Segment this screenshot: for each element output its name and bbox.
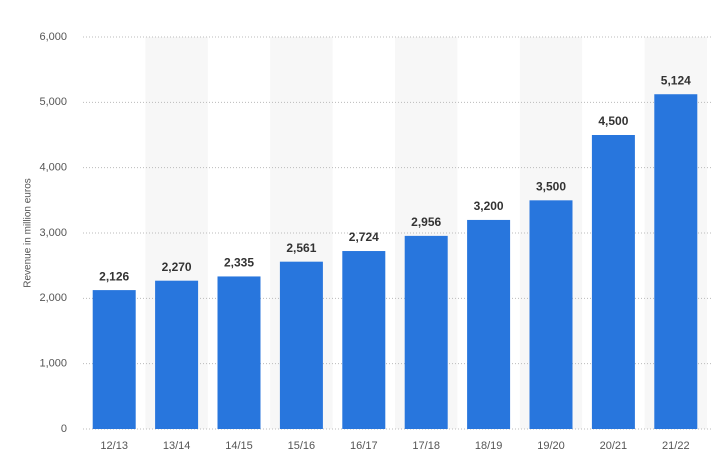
value-label: 2,270 (162, 260, 192, 274)
y-tick-label: 6,000 (39, 31, 67, 43)
bar (92, 290, 136, 429)
x-tick-label: 14/15 (225, 440, 253, 452)
value-label: 2,956 (411, 215, 441, 229)
value-label: 5,124 (661, 73, 691, 87)
value-label: 2,335 (224, 256, 254, 270)
x-tick-label: 19/20 (537, 440, 565, 452)
y-tick-label: 4,000 (39, 162, 67, 174)
bar (529, 200, 573, 429)
value-label: 4,500 (598, 114, 628, 128)
value-label: 2,561 (286, 241, 316, 255)
value-label: 2,126 (99, 269, 129, 283)
x-tick-label: 17/18 (412, 440, 440, 452)
y-tick-label: 5,000 (39, 96, 67, 108)
x-tick-label: 15/16 (288, 440, 316, 452)
value-label: 3,500 (536, 180, 566, 194)
bar (279, 261, 323, 429)
x-tick-label: 13/14 (163, 440, 191, 452)
value-label: 3,200 (474, 199, 504, 213)
bar (404, 235, 448, 429)
x-tick-label: 12/13 (100, 440, 128, 452)
y-axis-label: Revenue in million euros (23, 178, 34, 288)
bar (591, 135, 635, 429)
bar (654, 94, 698, 430)
y-tick-label: 0 (61, 423, 67, 435)
bar (155, 280, 199, 429)
x-tick-label: 16/17 (350, 440, 378, 452)
x-tick-label: 21/22 (662, 440, 690, 452)
x-tick-label: 20/21 (600, 440, 628, 452)
y-tick-label: 3,000 (39, 227, 67, 239)
value-label: 2,724 (349, 230, 379, 244)
x-tick-label: 18/19 (475, 440, 503, 452)
y-tick-label: 2,000 (39, 292, 67, 304)
bar (467, 219, 511, 429)
bar (217, 276, 261, 429)
bar (342, 251, 386, 429)
y-tick-label: 1,000 (39, 358, 67, 370)
